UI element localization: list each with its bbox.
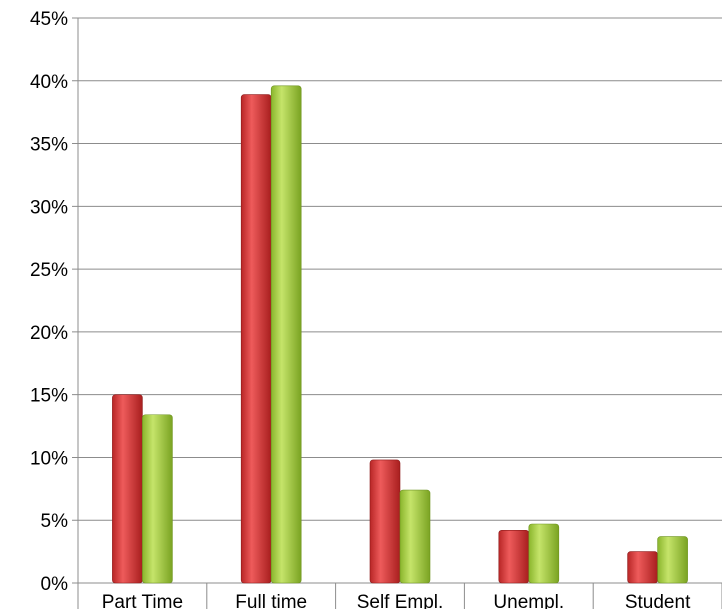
y-tick-label: 20%	[30, 323, 68, 344]
y-tick-label: 40%	[30, 72, 68, 93]
bar-series-1	[112, 394, 143, 584]
bar-series-1	[498, 529, 530, 584]
y-tick-label: 35%	[30, 135, 68, 156]
y-tick-label: 25%	[30, 260, 68, 281]
x-category-label: Full time	[235, 592, 307, 609]
y-tick-label: 30%	[30, 197, 68, 218]
x-category-label: Unempl.	[493, 592, 564, 609]
x-category-label: Student	[625, 592, 691, 609]
bar-series-1	[369, 459, 401, 584]
bar-series-2	[270, 85, 302, 584]
x-category-label: Self Empl.	[357, 592, 444, 609]
bar-series-2	[657, 536, 688, 584]
axes	[77, 18, 722, 609]
bar-series-2	[399, 489, 431, 584]
bar-series-2	[142, 414, 173, 584]
y-tick-label: 5%	[41, 511, 69, 532]
bar-series-1	[627, 551, 658, 584]
y-tick-label: 45%	[30, 9, 68, 30]
x-category-label: Part Time	[102, 592, 183, 609]
x-axis-category-labels: Part Time Full time Self Empl. Unempl. Stude…	[102, 592, 691, 609]
bar-series-2	[528, 523, 560, 584]
gridlines	[72, 17, 722, 584]
y-tick-label: 15%	[30, 386, 68, 407]
y-tick-label: 10%	[30, 448, 68, 469]
bars	[112, 85, 688, 584]
y-axis-tick-labels: 0% 5% 10% 15% 20% 25% 30% 35% 40% 45%	[30, 9, 68, 595]
bar-series-1	[240, 94, 272, 584]
y-tick-label: 0%	[41, 574, 69, 595]
